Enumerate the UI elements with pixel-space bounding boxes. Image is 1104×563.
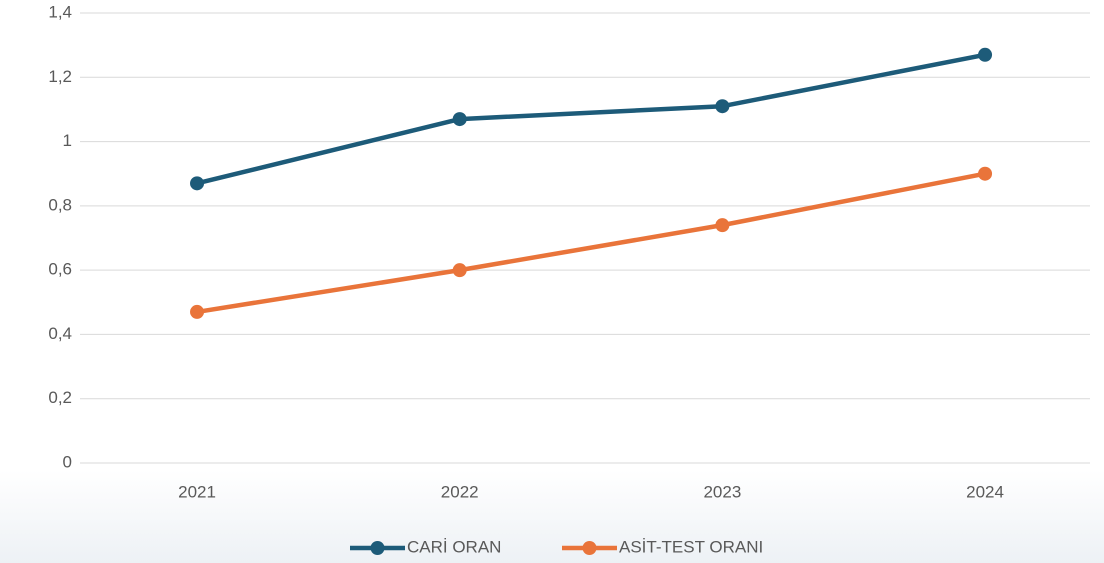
- y-tick-label: 0,6: [48, 260, 72, 279]
- y-tick-label: 0,4: [48, 324, 72, 343]
- data-point: [452, 112, 467, 127]
- series-line: [196, 171, 986, 315]
- y-tick-label: 1,4: [48, 2, 72, 21]
- data-point: [190, 304, 205, 319]
- data-point: [978, 47, 993, 62]
- x-tick-label: 2021: [178, 482, 216, 501]
- series-line: [196, 52, 986, 186]
- y-tick-label: 1: [63, 131, 72, 150]
- data-point: [715, 99, 730, 114]
- legend-marker: [370, 541, 385, 555]
- legend-label: ASİT-TEST ORANI: [619, 537, 763, 556]
- y-tick-label: 1,2: [48, 67, 72, 86]
- data-point: [978, 166, 993, 181]
- y-tick-label: 0,8: [48, 195, 72, 214]
- legend-marker: [582, 541, 597, 555]
- y-tick-label: 0,2: [48, 388, 72, 407]
- legend-label: CARİ ORAN: [407, 537, 501, 556]
- data-point: [452, 263, 467, 278]
- data-point: [715, 218, 730, 233]
- y-tick-label: 0: [63, 452, 72, 471]
- x-tick-label: 2022: [441, 482, 479, 501]
- x-tick-label: 2023: [703, 482, 741, 501]
- data-point: [190, 176, 205, 191]
- x-tick-label: 2024: [966, 482, 1004, 501]
